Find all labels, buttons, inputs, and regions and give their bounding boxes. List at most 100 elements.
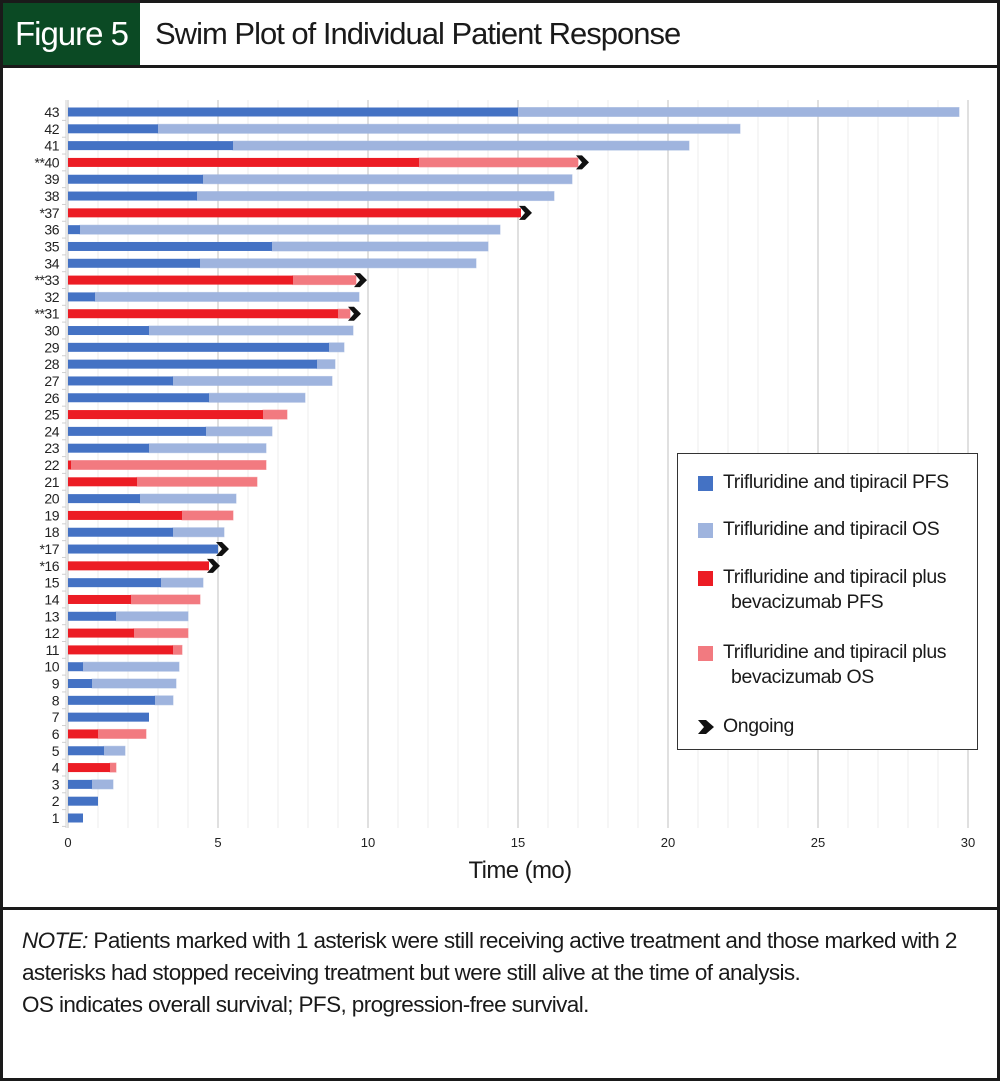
patient-label: 10: [44, 659, 59, 675]
patient-label: 38: [44, 188, 59, 204]
pfs-bar: [68, 292, 95, 302]
patient-label: 19: [44, 507, 59, 523]
pfs-bar: [68, 527, 173, 537]
pfs-bar: [68, 695, 155, 705]
os-bar: [418, 157, 579, 168]
pfs-bar: [68, 359, 317, 369]
title-bar: Figure 5 Swim Plot of Individual Patient…: [3, 3, 997, 68]
figure-note: NOTE: Patients marked with 1 asterisk we…: [22, 925, 972, 1021]
patient-label: 22: [44, 457, 59, 473]
os-bar: [208, 392, 306, 403]
legend-label: Trifluridine and tipiracil plus: [723, 641, 947, 663]
patient-label: 4: [52, 760, 60, 776]
os-bar: [94, 291, 360, 302]
pfs-bar: [68, 645, 173, 655]
ongoing-arrow: [519, 205, 532, 220]
x-tick-label: 5: [214, 835, 221, 850]
patient-label: 2: [52, 793, 60, 809]
os-bar: [271, 241, 489, 252]
os-bar: [97, 728, 147, 739]
swim-plot-chart: 434241**403938*37363534**3332**313029282…: [35, 100, 975, 850]
patient-label: 9: [52, 676, 60, 692]
pfs-bar: [68, 477, 137, 487]
patient-label: 24: [44, 423, 59, 439]
x-tick-label: 15: [511, 835, 525, 850]
x-tick-label: 20: [661, 835, 675, 850]
pfs-bar: [68, 258, 200, 268]
patient-label: 8: [52, 692, 60, 708]
os-bar: [82, 661, 180, 672]
patient-label: 42: [44, 121, 59, 137]
os-bar: [139, 493, 237, 504]
pfs-bar: [68, 611, 116, 621]
os-bar: [172, 375, 333, 386]
os-bar: [133, 628, 189, 639]
patient-label: 26: [44, 390, 59, 406]
patient-label: 13: [44, 608, 59, 624]
patient-label: 35: [44, 238, 59, 254]
pfs-bar: [68, 779, 92, 789]
os-bar: [517, 107, 960, 117]
figure-label: Figure 5: [3, 3, 140, 65]
os-bar: [79, 224, 501, 235]
patient-label: *37: [39, 205, 59, 221]
os-bar: [160, 577, 204, 588]
patient-label: 12: [44, 625, 59, 641]
patient-label: 28: [44, 356, 59, 372]
legend-label: Trifluridine and tipiracil PFS: [723, 471, 949, 493]
note-text: Patients marked with 1 asterisk were sti…: [22, 928, 957, 985]
patient-label: 18: [44, 524, 59, 540]
patient-label: 21: [44, 474, 59, 490]
pfs-bar: [68, 662, 83, 672]
pfs-bar: [68, 393, 209, 403]
pfs-bar: [68, 275, 293, 285]
pfs-bar: [68, 326, 149, 336]
pfs-bar: [68, 191, 197, 201]
os-bar: [91, 678, 177, 689]
pfs-bar: [68, 174, 203, 184]
patient-label: 6: [52, 726, 60, 742]
os-bar: [316, 359, 336, 370]
pfs-bar: [68, 494, 140, 504]
legend: Trifluridine and tipiracil PFS Triflurid…: [677, 453, 978, 750]
x-axis-tick-labels: 0 5 10 15 20 25 30: [64, 835, 975, 850]
os-bar: [196, 191, 555, 202]
note-lead: NOTE:: [22, 928, 88, 953]
legend-swatch-b-pfs: [698, 571, 713, 586]
legend-label-line2: bevacizumab PFS: [731, 591, 884, 613]
patient-label: **33: [35, 272, 60, 288]
pfs-bar: [68, 443, 149, 453]
patient-label: 41: [44, 138, 59, 154]
os-bar: [172, 644, 183, 655]
note-abbreviations: OS indicates overall survival; PFS, prog…: [22, 992, 589, 1017]
legend-label: Ongoing: [723, 715, 794, 737]
os-bar: [202, 174, 573, 185]
os-bar: [154, 695, 174, 706]
os-bar: [205, 426, 273, 437]
patient-label: 25: [44, 407, 59, 423]
patient-label: 7: [52, 709, 60, 725]
os-bar: [109, 762, 117, 773]
pfs-bar: [68, 241, 272, 251]
pfs-bar: [68, 107, 518, 117]
patient-label: 32: [44, 289, 59, 305]
patient-label: 27: [44, 373, 59, 389]
ongoing-arrow: [348, 306, 361, 321]
os-bar: [262, 409, 288, 420]
os-bar: [91, 779, 114, 790]
pfs-bar: [68, 578, 161, 588]
ongoing-arrow: [207, 558, 220, 573]
os-bar: [115, 611, 189, 622]
patient-label: 15: [44, 575, 59, 591]
legend-swatch-t-pfs: [698, 476, 713, 491]
x-tick-label: 25: [811, 835, 825, 850]
legend-label: Trifluridine and tipiracil OS: [723, 518, 940, 540]
patient-label: 3: [52, 776, 60, 792]
patient-label: 5: [52, 743, 60, 759]
pfs-bar: [68, 460, 71, 470]
x-tick-label: 30: [961, 835, 975, 850]
os-bar: [157, 123, 741, 134]
pfs-bar: [68, 561, 209, 571]
note-divider: [3, 907, 997, 910]
pfs-bar: [68, 141, 233, 151]
